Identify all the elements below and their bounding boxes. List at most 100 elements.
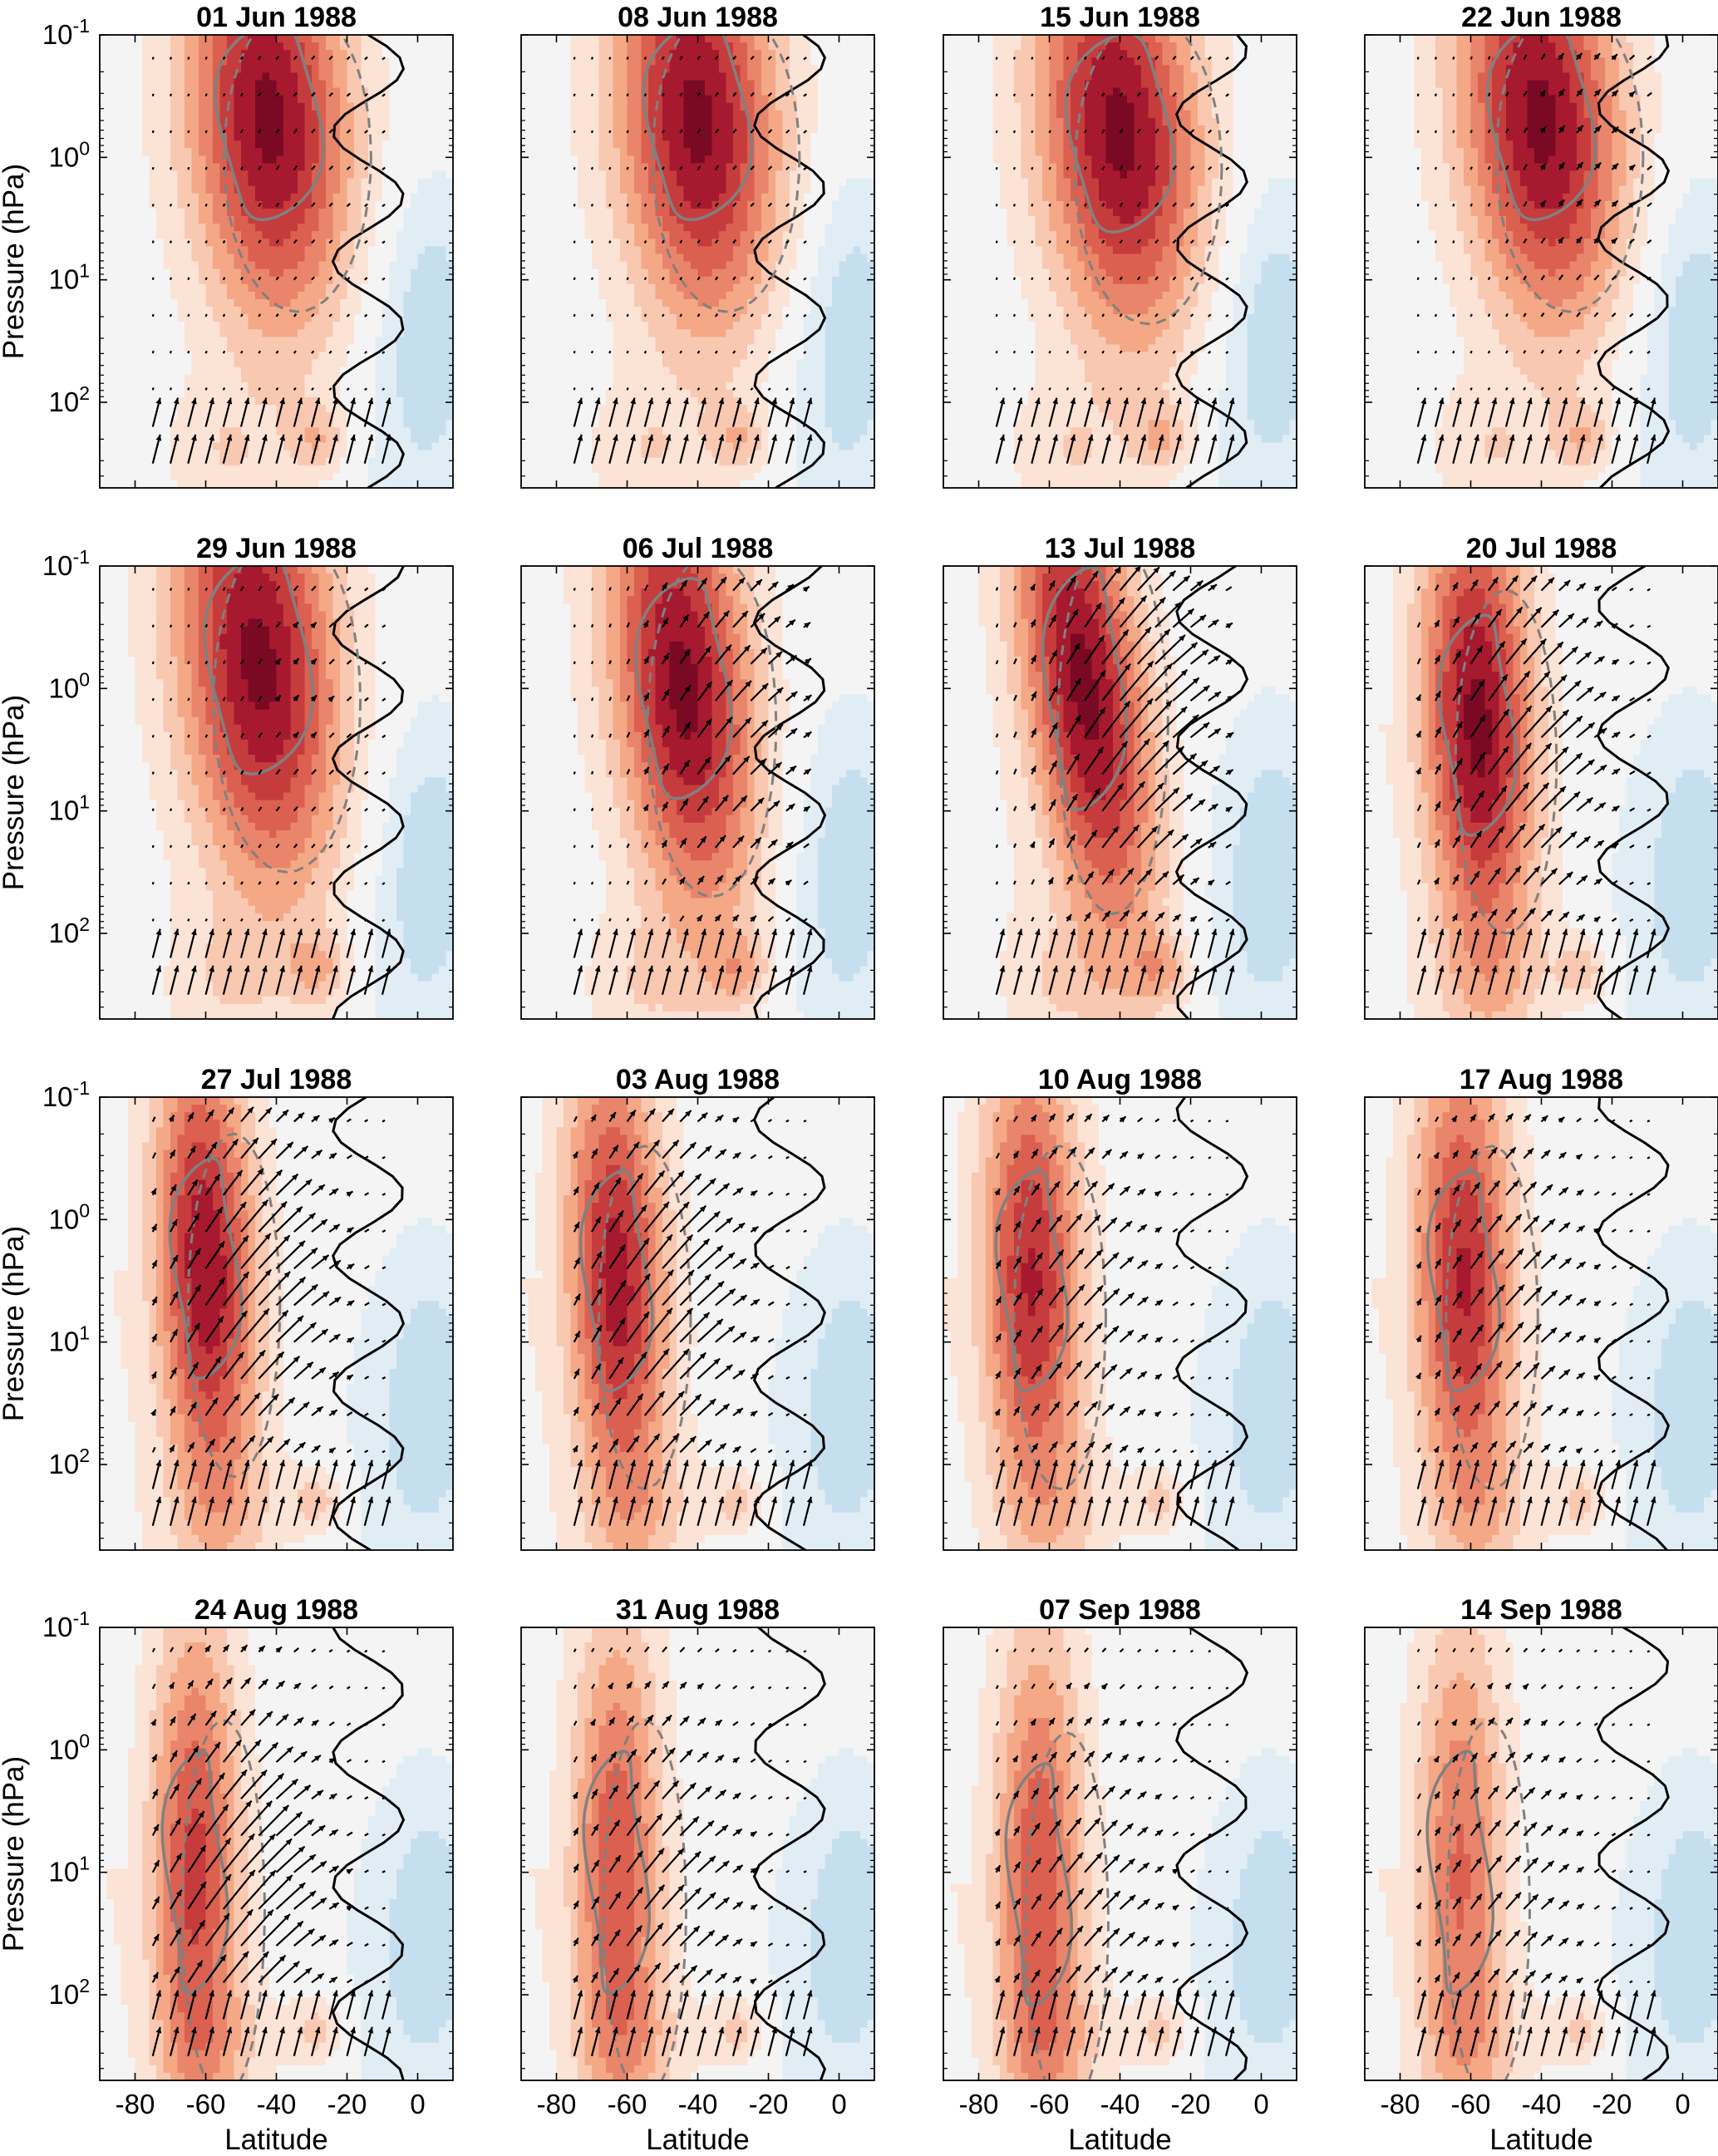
- heat-cell: [156, 231, 165, 239]
- heat-cell: [598, 307, 607, 315]
- heat-cell: [592, 224, 600, 232]
- heat-cell: [185, 442, 193, 451]
- heat-cell: [528, 239, 536, 247]
- heat-cell: [375, 178, 383, 187]
- heat-cell: [219, 87, 228, 96]
- heat-cell: [205, 72, 214, 81]
- heat-cell: [411, 261, 419, 270]
- heat-cell: [262, 374, 270, 383]
- heat-cell: [361, 65, 369, 74]
- heat-cell: [340, 102, 348, 111]
- heat-cell: [411, 359, 419, 368]
- heat-cell: [683, 239, 692, 247]
- heat-cell: [375, 405, 383, 413]
- heat-cell: [431, 246, 440, 255]
- heat-cell: [411, 148, 419, 156]
- heat-cell: [439, 283, 447, 293]
- heat-cell: [403, 231, 411, 239]
- heat-cell: [100, 367, 108, 376]
- heat-cell: [677, 102, 685, 111]
- heat-cell: [241, 344, 249, 353]
- heat-cell: [269, 133, 278, 141]
- heat-cell: [634, 435, 642, 444]
- heat-cell: [191, 412, 199, 421]
- heat-cell: [290, 381, 298, 391]
- heat-cell: [606, 261, 614, 270]
- heat-cell: [213, 239, 221, 247]
- heat-cell: [227, 283, 235, 293]
- heat-cell: [114, 80, 122, 89]
- heat-cell: [142, 170, 150, 180]
- heat-cell: [191, 95, 199, 104]
- heat-cell: [705, 397, 713, 406]
- heat-cell: [634, 329, 642, 337]
- heat-cell: [411, 246, 419, 255]
- heat-cell: [255, 405, 263, 413]
- heat-cell: [121, 359, 129, 368]
- heat-cell: [361, 472, 369, 481]
- heat-cell: [655, 80, 663, 89]
- heat-cell: [403, 344, 411, 353]
- heat-cell: [199, 72, 207, 81]
- heat-cell: [389, 110, 397, 119]
- heat-cell: [641, 216, 649, 224]
- heat-cell: [156, 457, 165, 466]
- heat-cell: [570, 314, 578, 322]
- heat-cell: [411, 80, 419, 89]
- heat-cell: [439, 420, 447, 428]
- heat-cell: [142, 389, 150, 398]
- heat-cell: [691, 480, 699, 488]
- heat-cell: [528, 42, 536, 51]
- heat-cell: [304, 450, 313, 459]
- heat-cell: [100, 57, 108, 66]
- heat-cell: [318, 216, 327, 224]
- heat-cell: [691, 95, 699, 104]
- heat-cell: [549, 359, 558, 368]
- heat-cell: [425, 261, 433, 270]
- heat-cell: [564, 35, 572, 43]
- heat-cell: [241, 239, 249, 247]
- heat-cell: [191, 126, 199, 134]
- heat-cell: [213, 420, 221, 428]
- heat-cell: [128, 291, 136, 300]
- heat-cell: [592, 246, 600, 255]
- heat-cell: [719, 246, 727, 255]
- heat-cell: [149, 405, 157, 413]
- heat-cell: [368, 457, 377, 466]
- heat-cell: [318, 420, 327, 428]
- heat-cell: [627, 216, 635, 224]
- heat-cell: [156, 254, 165, 263]
- heat-cell: [711, 374, 720, 383]
- heat-cell: [403, 246, 411, 255]
- heat-cell: [411, 133, 419, 141]
- heat-cell: [564, 412, 572, 421]
- heat-cell: [396, 412, 405, 421]
- heat-cell: [241, 314, 249, 322]
- heat-cell: [128, 148, 136, 156]
- heat-cell: [248, 95, 256, 104]
- heat-cell: [634, 65, 642, 74]
- heat-cell: [417, 465, 426, 474]
- heat-cell: [283, 216, 292, 224]
- heat-cell: [361, 283, 369, 293]
- heat-cell: [521, 322, 529, 330]
- heat-cell: [620, 42, 628, 51]
- heat-cell: [163, 291, 171, 300]
- heat-cell: [375, 208, 383, 217]
- heat-cell: [719, 117, 727, 126]
- heat-cell: [598, 185, 607, 194]
- heat-cell: [683, 427, 692, 436]
- heat-cell: [290, 261, 298, 270]
- heat-cell: [227, 261, 235, 270]
- heat-cell: [705, 307, 713, 315]
- heat-cell: [439, 80, 447, 89]
- heat-cell: [677, 307, 685, 315]
- heat-cell: [128, 117, 136, 126]
- heat-cell: [375, 42, 383, 51]
- heat-cell: [697, 35, 706, 43]
- heat-cell: [340, 148, 348, 156]
- heat-cell: [697, 465, 706, 474]
- heat-cell: [641, 185, 649, 194]
- heat-cell: [121, 283, 129, 293]
- heat-cell: [627, 261, 635, 270]
